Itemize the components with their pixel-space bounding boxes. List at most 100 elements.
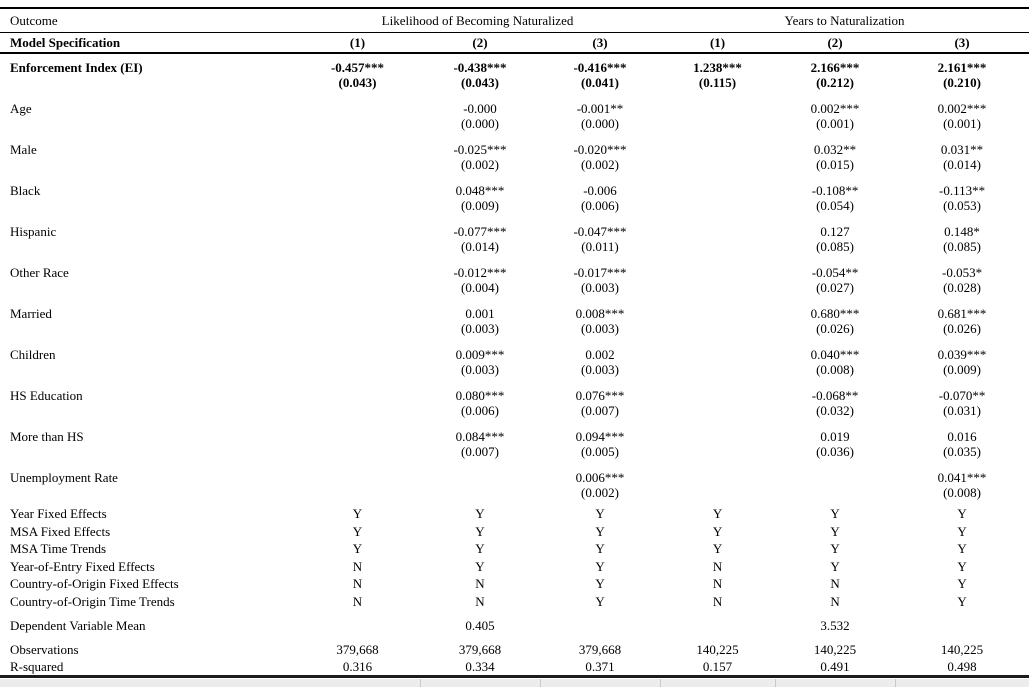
- estimate-value: -0.053*: [942, 265, 983, 280]
- table-row: Enforcement Index (EI) -0.457*** (0.043) -0…: [0, 53, 1029, 95]
- coef-cell: 0.084*** (0.007): [420, 423, 540, 464]
- coef-cell: 0.094*** (0.005): [540, 423, 660, 464]
- col-header-6: (3): [895, 32, 1029, 54]
- estimate-value: 2.166***: [810, 60, 860, 75]
- coef-cell: 0.006*** (0.002): [540, 464, 660, 505]
- estimate-value: 0.008***: [575, 306, 625, 321]
- estimate-value: -0.077***: [453, 224, 507, 239]
- summary-cell: 379,668: [336, 642, 379, 657]
- coef-cell: 0.031** (0.014): [895, 136, 1029, 177]
- summary-cell: 0.316: [342, 659, 373, 674]
- summary-cell: [895, 610, 1029, 634]
- estimate-value: [295, 142, 420, 157]
- estimate-value: -0.020***: [573, 142, 627, 157]
- fixed-effect-cell: Y: [957, 558, 967, 574]
- table-row: Other Race -0.012*** (0.004) -0.017*** (0.00…: [0, 259, 1029, 300]
- fixed-effect-cell: N: [352, 576, 363, 591]
- standard-error: (0.007): [581, 403, 619, 418]
- summary-cell: 0.405: [465, 618, 495, 633]
- estimate-value: -0.416***: [573, 60, 627, 75]
- row-label: Observations: [10, 642, 79, 657]
- coef-cell: -0.416*** (0.041): [540, 53, 660, 95]
- coef-cell: -0.001** (0.000): [540, 95, 660, 136]
- coef-cell: 0.002 (0.003): [540, 341, 660, 382]
- row-label: MSA Fixed Effects: [10, 523, 111, 539]
- coef-cell: -0.047*** (0.011): [540, 218, 660, 259]
- estimate-value: [295, 183, 420, 198]
- outcome-label: Outcome: [0, 8, 295, 33]
- summary-cell: 140,225: [940, 642, 984, 657]
- coef-cell: [295, 136, 420, 177]
- coef-cell: 0.002*** (0.001): [775, 95, 895, 136]
- coef-cell: -0.054** (0.027): [775, 259, 895, 300]
- estimate-value: 0.006***: [575, 470, 625, 485]
- fixed-effect-cell: Y: [957, 576, 967, 591]
- coef-cell: [660, 464, 775, 505]
- estimate-value: 0.048***: [455, 183, 505, 198]
- estimate-value: [295, 265, 420, 280]
- standard-error: [660, 198, 775, 213]
- fixed-effect-cell: Y: [712, 506, 723, 521]
- coef-cell: 0.048*** (0.009): [420, 177, 540, 218]
- coef-cell: -0.020*** (0.002): [540, 136, 660, 177]
- standard-error: (0.053): [943, 198, 981, 213]
- coef-cell: 0.040*** (0.008): [775, 341, 895, 382]
- estimate-value: 0.002***: [937, 101, 987, 116]
- fixed-effect-cell: Y: [595, 576, 605, 591]
- row-label: More than HS: [10, 429, 84, 444]
- summary-cell: 0.371: [585, 659, 615, 674]
- standard-error: (0.212): [816, 75, 854, 90]
- summary-cell: [295, 610, 420, 634]
- fixed-effect-cell: N: [475, 593, 485, 609]
- standard-error: [420, 485, 540, 500]
- standard-error: (0.032): [816, 403, 854, 418]
- fixed-effect-cell: Y: [595, 558, 605, 574]
- coef-cell: -0.025*** (0.002): [420, 136, 540, 177]
- summary-cell: 0.334: [465, 659, 495, 674]
- standard-error: (0.036): [816, 444, 854, 459]
- coef-cell: [775, 464, 895, 505]
- estimate-value: [295, 388, 420, 403]
- coef-cell: 0.016 (0.035): [895, 423, 1029, 464]
- coef-cell: [295, 300, 420, 341]
- standard-error: (0.009): [461, 198, 499, 213]
- estimate-value: -0.012***: [453, 265, 507, 280]
- estimate-value: [660, 306, 775, 321]
- estimate-value: 0.148*: [944, 224, 980, 239]
- summary-cell: 0.491: [820, 659, 850, 674]
- estimate-value: 0.041***: [937, 470, 987, 485]
- standard-error: (0.000): [461, 116, 499, 131]
- row-label: Enforcement Index (EI): [10, 60, 143, 75]
- row-label: Male: [10, 142, 37, 157]
- standard-error: (0.002): [461, 157, 499, 172]
- group-header-likelihood: Likelihood of Becoming Naturalized: [295, 8, 661, 33]
- standard-error: (0.027): [816, 280, 854, 295]
- coef-cell: [295, 464, 420, 505]
- coef-cell: -0.053* (0.028): [895, 259, 1029, 300]
- estimate-value: [660, 470, 775, 485]
- column-tick: [660, 679, 661, 687]
- standard-error: (0.085): [943, 239, 981, 254]
- row-label: Country-of-Origin Time Trends: [10, 593, 175, 609]
- table-row: Observations 379,668 379,668 379,668 140,225…: [0, 634, 1029, 658]
- standard-error: (0.003): [461, 362, 499, 377]
- estimate-value: [295, 470, 420, 485]
- standard-error: [660, 362, 775, 377]
- column-tick: [895, 679, 896, 687]
- fixed-effect-cell: Y: [352, 523, 363, 539]
- coef-cell: -0.077*** (0.014): [420, 218, 540, 259]
- standard-error: (0.210): [943, 75, 981, 90]
- estimate-value: 0.019: [820, 429, 850, 444]
- coef-cell: 0.680*** (0.026): [775, 300, 895, 341]
- fixed-effect-cell: N: [475, 576, 485, 591]
- estimate-value: -0.001**: [576, 101, 624, 116]
- estimate-value: -0.068**: [811, 388, 859, 403]
- summary-cell: 0.157: [702, 659, 733, 674]
- group-header-years: Years to Naturalization: [660, 8, 1029, 33]
- coef-cell: 0.039*** (0.009): [895, 341, 1029, 382]
- table-row: Year-of-Entry Fixed Effects N Y Y N Y Y: [0, 558, 1029, 576]
- table-row: Country-of-Origin Fixed Effects N N Y N N Y: [0, 575, 1029, 593]
- row-label: Year Fixed Effects: [10, 506, 107, 521]
- summary-cell: 379,668: [578, 642, 622, 657]
